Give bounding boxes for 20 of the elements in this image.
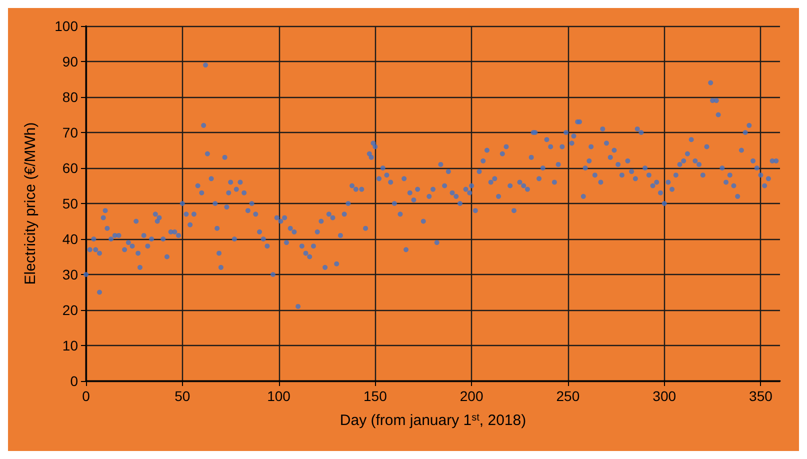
y-tick-label: 60 [62,160,78,176]
x-tick-label: 0 [82,388,90,404]
y-tick-label: 50 [62,196,78,212]
y-tick-label: 30 [62,266,78,282]
x-tick-label: 200 [460,388,484,404]
y-tick-label: 100 [54,18,78,34]
y-tick-label: 80 [62,89,78,105]
x-tick-label: 350 [749,388,773,404]
x-tick-label: 250 [556,388,580,404]
y-tick-label: 10 [62,338,78,354]
y-tick-label: 20 [62,302,78,318]
y-tick-label: 40 [62,231,78,247]
x-tick-label: 100 [267,388,291,404]
x-tick-label: 50 [174,388,190,404]
y-tick-label: 70 [62,124,78,140]
y-tick-label: 0 [70,373,78,389]
y-tick-label: 90 [62,54,78,70]
x-tick-label: 300 [652,388,676,404]
x-tick-label: 150 [363,388,388,404]
y-axis-title: Electricity price (€/MWh) [22,122,39,285]
